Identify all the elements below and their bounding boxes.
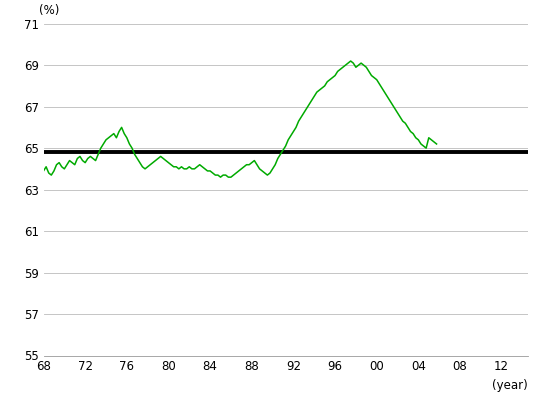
Text: (%): (%) <box>39 4 59 17</box>
Text: (year): (year) <box>492 379 528 392</box>
